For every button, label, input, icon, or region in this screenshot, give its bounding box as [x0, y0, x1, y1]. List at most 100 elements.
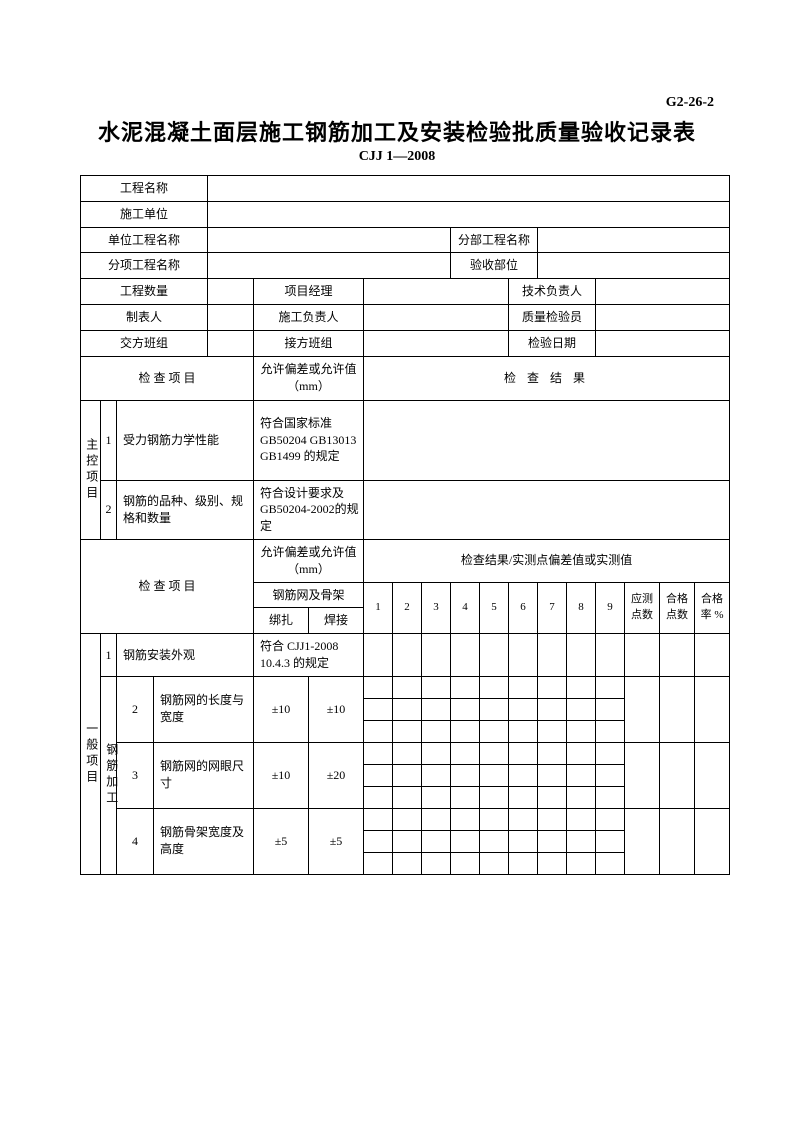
data-cell [596, 764, 625, 786]
data-cell [596, 634, 625, 677]
data-cell [538, 720, 567, 742]
item-name: 钢筋的品种、级别、规格和数量 [117, 480, 254, 539]
general-item-row: 3 钢筋网的网眼尺寸 ±10 ±20 [81, 742, 730, 764]
group-general: 一般项目 [81, 634, 101, 875]
data-cell [364, 786, 393, 808]
data-cell [393, 808, 422, 830]
item-spec: 符合设计要求及GB50204-2002的规定 [254, 480, 364, 539]
item-result [364, 400, 730, 480]
data-cell [393, 720, 422, 742]
data-cell [509, 698, 538, 720]
data-cell [422, 634, 451, 677]
data-cell [567, 720, 596, 742]
info-row: 工程名称 [81, 176, 730, 202]
info-row: 施工单位 [81, 201, 730, 227]
data-cell [422, 676, 451, 698]
data-cell [596, 852, 625, 874]
data-cell [538, 698, 567, 720]
data-cell [509, 830, 538, 852]
label-division-project: 分部工程名称 [451, 227, 538, 253]
data-cell [695, 634, 730, 677]
label-receive-team: 接方班组 [254, 330, 364, 356]
item-no: 3 [117, 742, 154, 808]
data-cell [393, 786, 422, 808]
item-no: 2 [101, 480, 117, 539]
data-cell [538, 808, 567, 830]
data-cell [451, 852, 480, 874]
value-qc [596, 304, 730, 330]
label-tech-lead: 技术负责人 [509, 279, 596, 305]
data-cell [509, 852, 538, 874]
data-cell [660, 634, 695, 677]
col-pass: 合格点数 [660, 582, 695, 634]
col-measured: 应测点数 [625, 582, 660, 634]
item-name: 钢筋安装外观 [117, 634, 254, 677]
data-cell [451, 676, 480, 698]
data-cell [567, 764, 596, 786]
main-table: 工程名称 施工单位 单位工程名称 分部工程名称 分项工程名称 验收部位 工程数量… [80, 175, 730, 875]
data-cell [567, 634, 596, 677]
data-cell [422, 808, 451, 830]
value-acceptance-part [538, 253, 730, 279]
label-tolerance: 允许偏差或允许值（mm） [254, 356, 364, 400]
value-handover-team [208, 330, 254, 356]
data-cell [695, 808, 730, 874]
data-cell [596, 720, 625, 742]
data-cell [480, 720, 509, 742]
data-cell [393, 634, 422, 677]
item-no: 1 [101, 400, 117, 480]
item-bind: ±5 [254, 808, 309, 874]
data-cell [509, 742, 538, 764]
data-cell [364, 634, 393, 677]
label-result-heading: 检查结果/实测点偏差值或实测值 [364, 539, 730, 582]
data-cell [596, 742, 625, 764]
label-construction-lead: 施工负责人 [254, 304, 364, 330]
subgroup-rebar-process: 钢筋加工 [101, 676, 117, 874]
data-cell [393, 830, 422, 852]
main-item-row: 主控项目 1 受力钢筋力学性能 符合国家标准 GB50204 GB13013 G… [81, 400, 730, 480]
data-cell [451, 786, 480, 808]
data-cell [567, 676, 596, 698]
data-cell [422, 742, 451, 764]
value-subitem-project [208, 253, 451, 279]
data-cell [509, 720, 538, 742]
data-cell [393, 698, 422, 720]
data-cell [393, 742, 422, 764]
data-cell [596, 676, 625, 698]
label-pm: 项目经理 [254, 279, 364, 305]
item-name: 钢筋骨架宽度及高度 [154, 808, 254, 874]
data-cell [393, 852, 422, 874]
label-subitem-project: 分项工程名称 [81, 253, 208, 279]
value-quantity [208, 279, 254, 305]
data-cell [509, 764, 538, 786]
data-cell [480, 852, 509, 874]
data-cell [451, 808, 480, 830]
info-row: 单位工程名称 分部工程名称 [81, 227, 730, 253]
item-name: 受力钢筋力学性能 [117, 400, 254, 480]
main-item-row: 2 钢筋的品种、级别、规格和数量 符合设计要求及GB50204-2002的规定 [81, 480, 730, 539]
data-cell [567, 786, 596, 808]
value-preparer [208, 304, 254, 330]
data-cell [364, 720, 393, 742]
data-cell [596, 808, 625, 830]
section2-header: 检 查 项 目 允许偏差或允许值（mm） 检查结果/实测点偏差值或实测值 [81, 539, 730, 582]
label-preparer: 制表人 [81, 304, 208, 330]
data-cell [567, 808, 596, 830]
value-pm [364, 279, 509, 305]
data-cell [567, 830, 596, 852]
data-cell [422, 786, 451, 808]
data-cell [422, 830, 451, 852]
data-cell [596, 698, 625, 720]
col-5: 5 [480, 582, 509, 634]
page-subtitle: CJJ 1—2008 [80, 149, 714, 165]
form-code: G2-26-2 [80, 95, 714, 111]
data-cell [364, 852, 393, 874]
label-acceptance-part: 验收部位 [451, 253, 538, 279]
section1-header: 检 查 项 目 允许偏差或允许值（mm） 检 查 结 果 [81, 356, 730, 400]
data-cell [480, 808, 509, 830]
value-construction-unit [208, 201, 730, 227]
value-tech-lead [596, 279, 730, 305]
data-cell [695, 742, 730, 808]
label-construction-unit: 施工单位 [81, 201, 208, 227]
data-cell [509, 786, 538, 808]
